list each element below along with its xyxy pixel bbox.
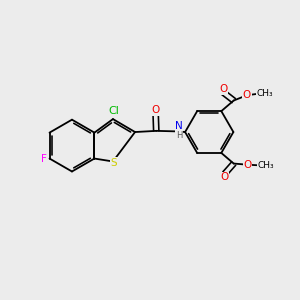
Text: O: O — [243, 90, 251, 100]
Text: O: O — [219, 84, 227, 94]
Text: CH₃: CH₃ — [257, 161, 274, 170]
Text: O: O — [244, 160, 252, 170]
Text: O: O — [220, 172, 228, 182]
Text: CH₃: CH₃ — [256, 89, 273, 98]
Text: O: O — [152, 105, 160, 115]
Text: F: F — [41, 154, 47, 164]
Text: S: S — [110, 158, 117, 168]
Text: H: H — [176, 131, 182, 140]
Text: N: N — [175, 122, 183, 131]
Text: Cl: Cl — [108, 106, 119, 116]
